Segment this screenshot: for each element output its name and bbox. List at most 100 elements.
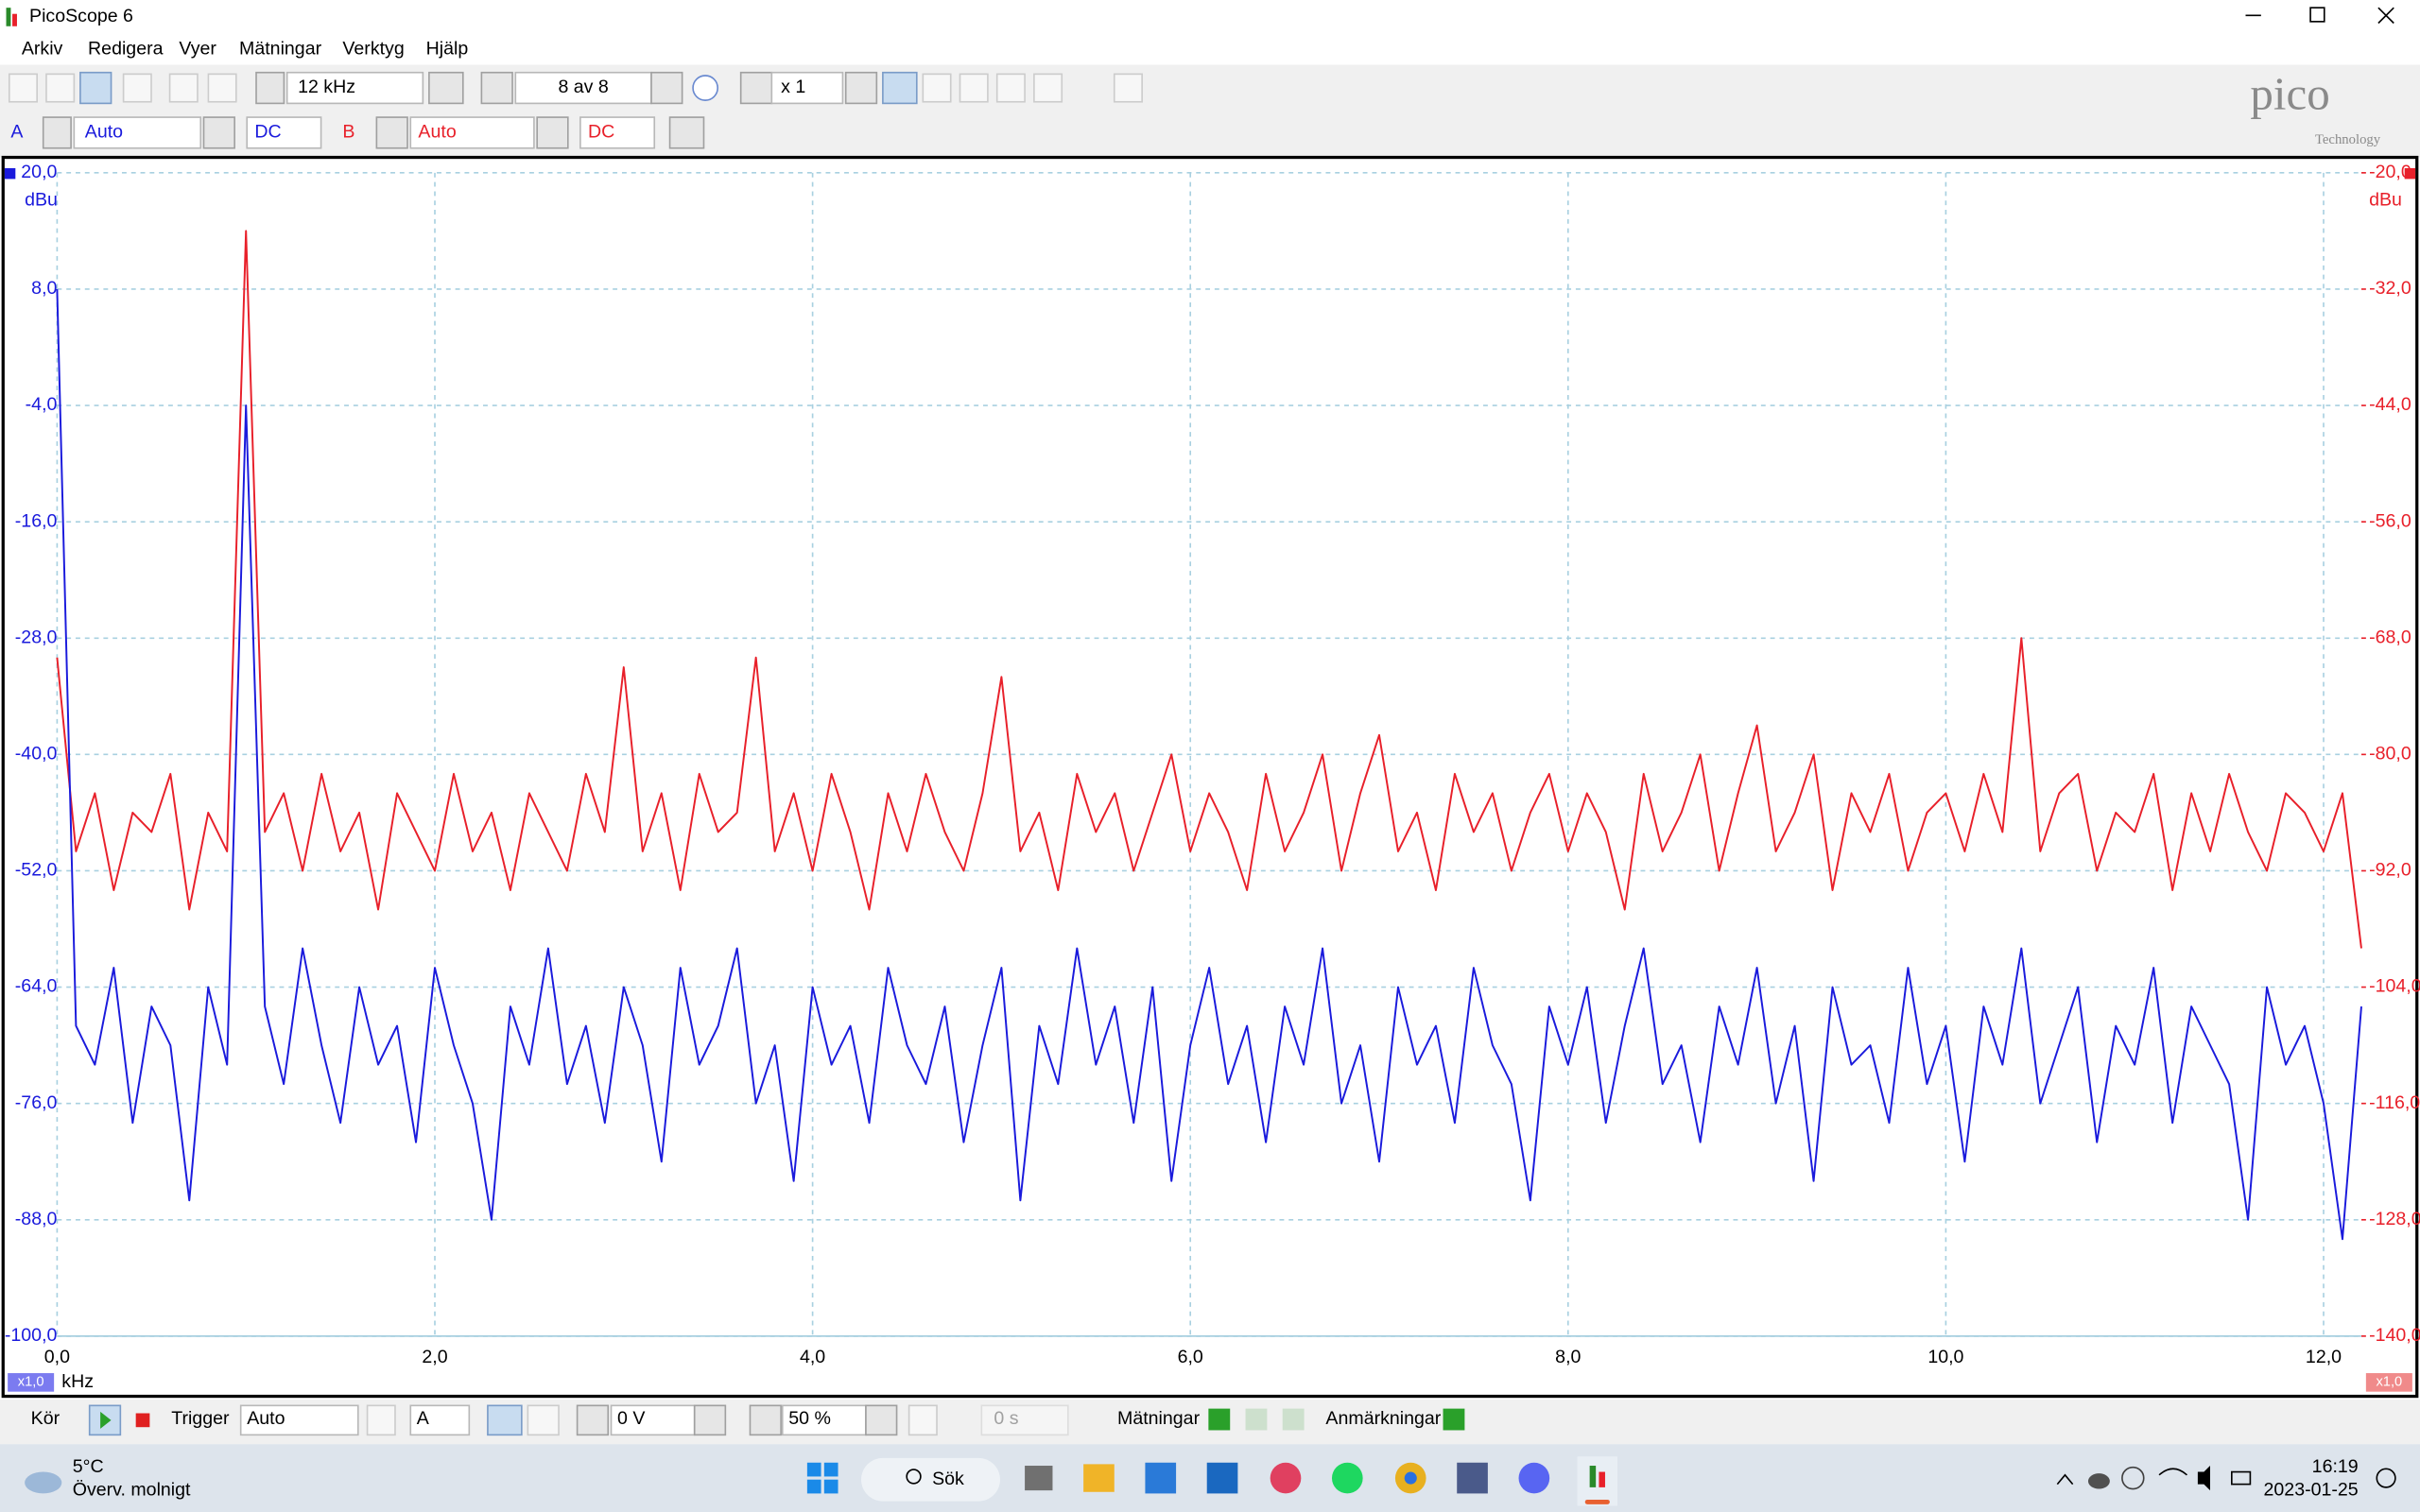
range-dropdown-a[interactable]	[73, 116, 202, 149]
vscode-icon[interactable]	[1145, 1462, 1177, 1494]
start-button[interactable]	[806, 1462, 838, 1494]
y2-tick-label: -104,0	[2369, 976, 2420, 997]
measurements-label: Mätningar	[1117, 1408, 1201, 1429]
probe-button[interactable]	[168, 73, 199, 103]
axis-marker-b[interactable]	[2404, 167, 2416, 180]
scale-badge-b[interactable]	[2365, 1373, 2412, 1392]
notes-button[interactable]	[1443, 1408, 1465, 1431]
start-button[interactable]	[88, 1404, 122, 1436]
falling-edge-button[interactable]	[527, 1404, 560, 1436]
search-label: Sök	[932, 1469, 964, 1489]
menu-item[interactable]: Arkiv	[22, 38, 63, 59]
coupling-dropdown-b[interactable]	[579, 116, 656, 149]
menu-item[interactable]: Vyer	[179, 38, 216, 59]
logo-subtitle: Technology	[2315, 132, 2381, 147]
y-tick-label: 20,0	[21, 162, 57, 182]
buffer-field[interactable]	[514, 71, 652, 105]
x-axis-label: kHz	[61, 1371, 94, 1392]
app-icon[interactable]	[1270, 1462, 1302, 1494]
start-tile	[806, 1462, 821, 1477]
delay-button[interactable]	[908, 1404, 938, 1436]
range-up-b[interactable]	[536, 116, 569, 149]
pretrigger-down[interactable]	[749, 1404, 782, 1436]
search-box[interactable]	[861, 1457, 1000, 1502]
hand-tool[interactable]	[922, 73, 952, 103]
prev-button[interactable]	[255, 71, 285, 105]
range-up-a[interactable]	[202, 116, 235, 149]
range-dropdown-b[interactable]	[409, 116, 535, 149]
menu-item[interactable]: Mätningar	[239, 38, 322, 59]
add-measurement[interactable]	[1208, 1408, 1231, 1431]
rising-edge-button[interactable]	[487, 1404, 523, 1436]
x-tick-label: 4,0	[800, 1347, 825, 1367]
buffer-value: 8 av 8	[558, 77, 608, 97]
channel-a[interactable]: A	[10, 122, 24, 143]
window-title: PicoScope 6	[29, 6, 133, 26]
spotify-icon[interactable]	[1331, 1462, 1363, 1494]
scale-badge-a[interactable]	[8, 1373, 55, 1392]
next-zoom-button[interactable]	[844, 71, 878, 105]
picoscope-active[interactable]	[1577, 1456, 1618, 1506]
zoom-in-tool[interactable]	[995, 73, 1026, 103]
next-buffer-button[interactable]	[650, 71, 683, 105]
menu-item[interactable]: Hjälp	[426, 38, 469, 59]
close-button[interactable]	[2377, 7, 2394, 25]
system-tray[interactable]	[2056, 1466, 2252, 1491]
math-channel-button[interactable]	[668, 116, 705, 149]
app-icon[interactable]	[1457, 1462, 1488, 1494]
range-down-a[interactable]	[42, 116, 72, 149]
weather-icon	[25, 1471, 62, 1494]
scale-badge-a-label: x1,0	[18, 1375, 44, 1390]
y2-tick-label: -140,0	[2369, 1325, 2420, 1346]
sync-icon	[2121, 1466, 2145, 1490]
span-dropdown[interactable]	[285, 71, 424, 105]
zoom-out-tool[interactable]	[1033, 73, 1063, 103]
menu-item[interactable]: Verktyg	[342, 38, 404, 59]
advanced-trigger-button[interactable]	[366, 1404, 396, 1436]
trigger-mode-dropdown[interactable]	[239, 1404, 359, 1436]
y2-tick-label: -56,0	[2369, 510, 2411, 531]
zoom-field[interactable]	[770, 71, 844, 105]
restore-button[interactable]	[2309, 7, 2325, 23]
home-button[interactable]	[207, 73, 237, 103]
prev-buffer-button[interactable]	[480, 71, 513, 105]
stop-button[interactable]	[135, 1413, 150, 1428]
navigator-button[interactable]	[692, 75, 718, 101]
channel-b[interactable]: B	[342, 122, 354, 143]
next-button[interactable]	[428, 71, 464, 105]
math-button[interactable]	[122, 73, 152, 103]
axis-marker-a[interactable]	[4, 167, 16, 180]
y2-tick-label: -92,0	[2369, 860, 2411, 881]
persistence-mode-button[interactable]	[45, 73, 76, 103]
prev-zoom-button[interactable]	[739, 71, 773, 105]
range-down-b[interactable]	[375, 116, 408, 149]
active-indicator	[1584, 1499, 1610, 1504]
notification-icon[interactable]	[2376, 1468, 2396, 1488]
threshold-up[interactable]	[693, 1404, 727, 1436]
pointer-tool[interactable]	[882, 71, 918, 105]
menu-item[interactable]: Redigera	[88, 38, 164, 59]
coupling-dropdown-a[interactable]	[246, 116, 322, 149]
threshold-down[interactable]	[576, 1404, 610, 1436]
pretrigger-field[interactable]	[781, 1404, 867, 1436]
spectrum-mode-button[interactable]	[79, 71, 112, 105]
chrome-center	[1404, 1471, 1417, 1485]
zoom-overview-tool[interactable]	[1113, 73, 1143, 103]
task-view[interactable]	[1025, 1466, 1053, 1491]
explorer-icon[interactable]	[1083, 1464, 1115, 1492]
trigger-channel-dropdown[interactable]	[409, 1404, 471, 1436]
y-tick-label: 8,0	[31, 278, 57, 299]
delete-measurement	[1282, 1408, 1305, 1431]
threshold: 0 V	[617, 1408, 645, 1429]
discord-icon[interactable]	[1518, 1462, 1550, 1494]
scope-mode-button[interactable]	[8, 73, 38, 103]
outlook-icon[interactable]	[1206, 1462, 1238, 1494]
weather: Överv. molnigt	[73, 1479, 191, 1500]
trigger-channel: A	[417, 1408, 430, 1429]
y-tick-label: -40,0	[15, 744, 58, 765]
zoom-tool[interactable]	[959, 73, 989, 103]
run-label: Kör	[31, 1408, 60, 1429]
title-bar	[0, 0, 2420, 34]
pretrigger-up[interactable]	[865, 1404, 898, 1436]
